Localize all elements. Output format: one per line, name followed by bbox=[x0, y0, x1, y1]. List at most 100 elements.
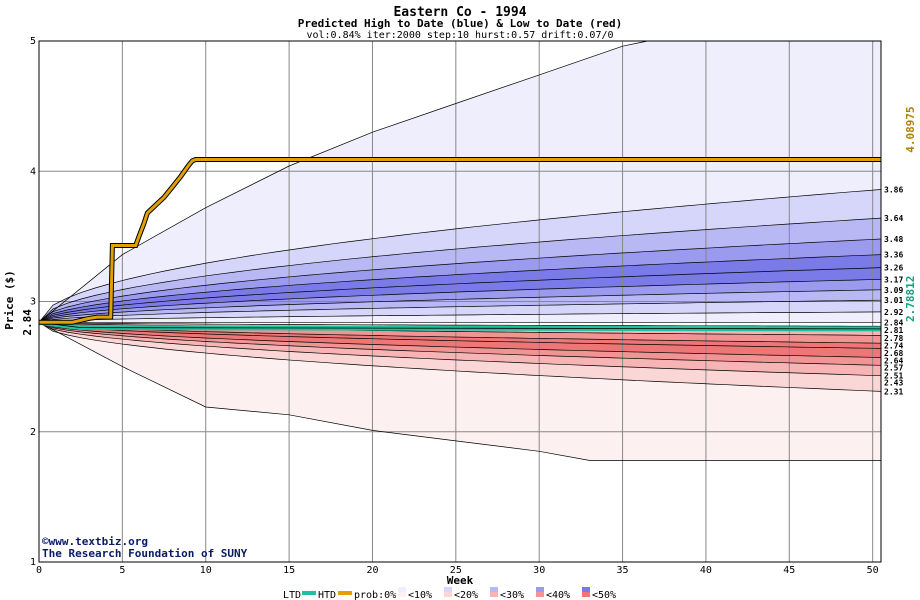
series-lines bbox=[38, 157, 882, 332]
legend-bins: <10% <20% <30% <40% <50% bbox=[398, 587, 616, 600]
low-band bbox=[39, 322, 881, 358]
quantile-end-label: 3.48 bbox=[884, 235, 903, 244]
high-band bbox=[39, 254, 881, 323]
quantile-end-label: 2.92 bbox=[884, 308, 903, 317]
credit-foundation: The Research Foundation of SUNY bbox=[42, 547, 248, 560]
chart-title: Eastern Co - 1994 bbox=[393, 5, 526, 20]
htd-final-label: 4.08975 bbox=[904, 106, 917, 152]
quantile-end-label: 3.09 bbox=[884, 286, 903, 295]
quantile-line bbox=[38, 321, 882, 344]
high-band bbox=[39, 311, 881, 323]
quantile-line bbox=[38, 321, 882, 366]
quantile-end-label: 3.17 bbox=[884, 275, 903, 284]
start-price-label: 2.84 bbox=[21, 309, 34, 336]
quantile-end-label: 2.74 bbox=[884, 341, 903, 350]
x-tick-labels: 0 5 10 15 20 25 30 35 40 45 50 bbox=[36, 565, 879, 576]
quantile-end-label: 2.31 bbox=[884, 387, 903, 396]
high-band bbox=[39, 218, 881, 323]
high-band bbox=[39, 41, 881, 323]
x-tick-label: 20 bbox=[366, 565, 378, 576]
quantile-end-label: 2.84 bbox=[884, 318, 903, 327]
x-tick-label: 15 bbox=[283, 565, 295, 576]
quantile-end-label: 3.26 bbox=[884, 264, 903, 273]
quantile-end-label: 2.57 bbox=[884, 364, 903, 373]
x-tick-label: 35 bbox=[617, 565, 629, 576]
legend-bin-swatch-high bbox=[444, 587, 452, 592]
high-band bbox=[39, 279, 881, 323]
quantile-end-labels: 3.86 3.64 3.48 3.36 3.26 3.17 3.093.01 2.922.84… bbox=[884, 186, 903, 397]
quantile-line bbox=[38, 321, 882, 358]
chart-meta: vol:0.84% iter:2000 step:10 hurst:0.57 d… bbox=[306, 30, 613, 41]
quantile-line bbox=[38, 189, 882, 323]
quantile-line bbox=[38, 254, 882, 323]
chart-subtitle: Predicted High to Date (blue) & Low to D… bbox=[298, 17, 623, 30]
legend-htd-label: HTD bbox=[318, 590, 336, 600]
legend-bin-label: <50% bbox=[592, 590, 616, 600]
x-tick-label: 50 bbox=[867, 565, 879, 576]
quantile-end-label: 2.81 bbox=[884, 326, 903, 335]
quantile-line bbox=[38, 40, 881, 323]
quantile-end-label: 3.86 bbox=[884, 186, 903, 195]
legend: LTD HTD prob:0% <10% <20% <30% <40% <50% bbox=[283, 587, 616, 600]
low-band bbox=[39, 322, 881, 366]
y-tick-label: 2 bbox=[30, 427, 36, 438]
quantile-line bbox=[38, 279, 882, 323]
x-tick-label: 25 bbox=[450, 565, 462, 576]
quantile-line bbox=[38, 238, 882, 323]
low-band bbox=[39, 322, 881, 344]
legend-bin-label: <10% bbox=[408, 590, 432, 600]
quantile-line bbox=[38, 267, 882, 323]
quantile-end-label: 3.01 bbox=[884, 296, 903, 305]
quantile-end-label: 3.64 bbox=[884, 214, 903, 223]
legend-bin-swatch-low bbox=[490, 592, 498, 597]
x-tick-label: 0 bbox=[36, 565, 42, 576]
y-tick-label: 5 bbox=[30, 36, 36, 47]
legend-bin-swatch-low bbox=[536, 592, 544, 597]
legend-bin-label: <40% bbox=[546, 590, 570, 600]
legend-bin-swatch-high bbox=[398, 587, 406, 592]
quantile-line bbox=[38, 311, 882, 323]
legend-bin-swatch-low bbox=[582, 592, 590, 597]
low-band bbox=[39, 322, 881, 349]
legend-ltd-swatch bbox=[302, 591, 316, 595]
legend-bin-swatch-low bbox=[398, 592, 406, 597]
quantile-line bbox=[38, 299, 882, 323]
y-tick-label: 4 bbox=[30, 166, 36, 177]
low-band bbox=[39, 322, 881, 376]
x-tick-label: 10 bbox=[200, 565, 212, 576]
quantile-end-label: 2.43 bbox=[884, 379, 903, 388]
y-tick-label: 1 bbox=[30, 557, 36, 568]
quantile-line bbox=[38, 321, 882, 349]
quantile-end-label: 2.78 bbox=[884, 334, 903, 343]
high-band bbox=[39, 239, 881, 323]
quantile-end-label: 2.68 bbox=[884, 349, 903, 358]
low-band bbox=[39, 322, 881, 461]
quantile-line bbox=[38, 321, 882, 377]
quantile-line bbox=[38, 289, 882, 323]
quantile-end-label: 2.51 bbox=[884, 371, 903, 380]
x-tick-label: 5 bbox=[119, 565, 125, 576]
legend-bin-swatch-high bbox=[582, 587, 590, 592]
quantile-lines bbox=[38, 40, 882, 461]
high-band bbox=[39, 289, 881, 323]
high-band bbox=[39, 267, 881, 323]
legend-bin-swatch-high bbox=[490, 587, 498, 592]
high-band bbox=[39, 189, 881, 323]
quantile-line bbox=[38, 321, 881, 327]
x-tick-label: 30 bbox=[533, 565, 545, 576]
x-tick-label: 40 bbox=[700, 565, 712, 576]
legend-bin-swatch-high bbox=[536, 587, 544, 592]
credit-website: ©www.textbiz.org bbox=[42, 535, 148, 548]
x-axis-label: Week bbox=[447, 574, 474, 587]
plot-frame bbox=[38, 40, 882, 563]
quantile-line bbox=[38, 321, 881, 461]
ltd-final-label: 2.78812 bbox=[904, 276, 917, 322]
x-tick-label: 45 bbox=[783, 565, 795, 576]
quantile-line bbox=[38, 217, 882, 323]
legend-ltd-label: LTD bbox=[283, 590, 301, 600]
htd-line bbox=[39, 158, 881, 324]
legend-htd-swatch bbox=[338, 591, 352, 595]
quantile-end-label: 3.36 bbox=[884, 251, 903, 260]
low-band bbox=[39, 322, 881, 392]
